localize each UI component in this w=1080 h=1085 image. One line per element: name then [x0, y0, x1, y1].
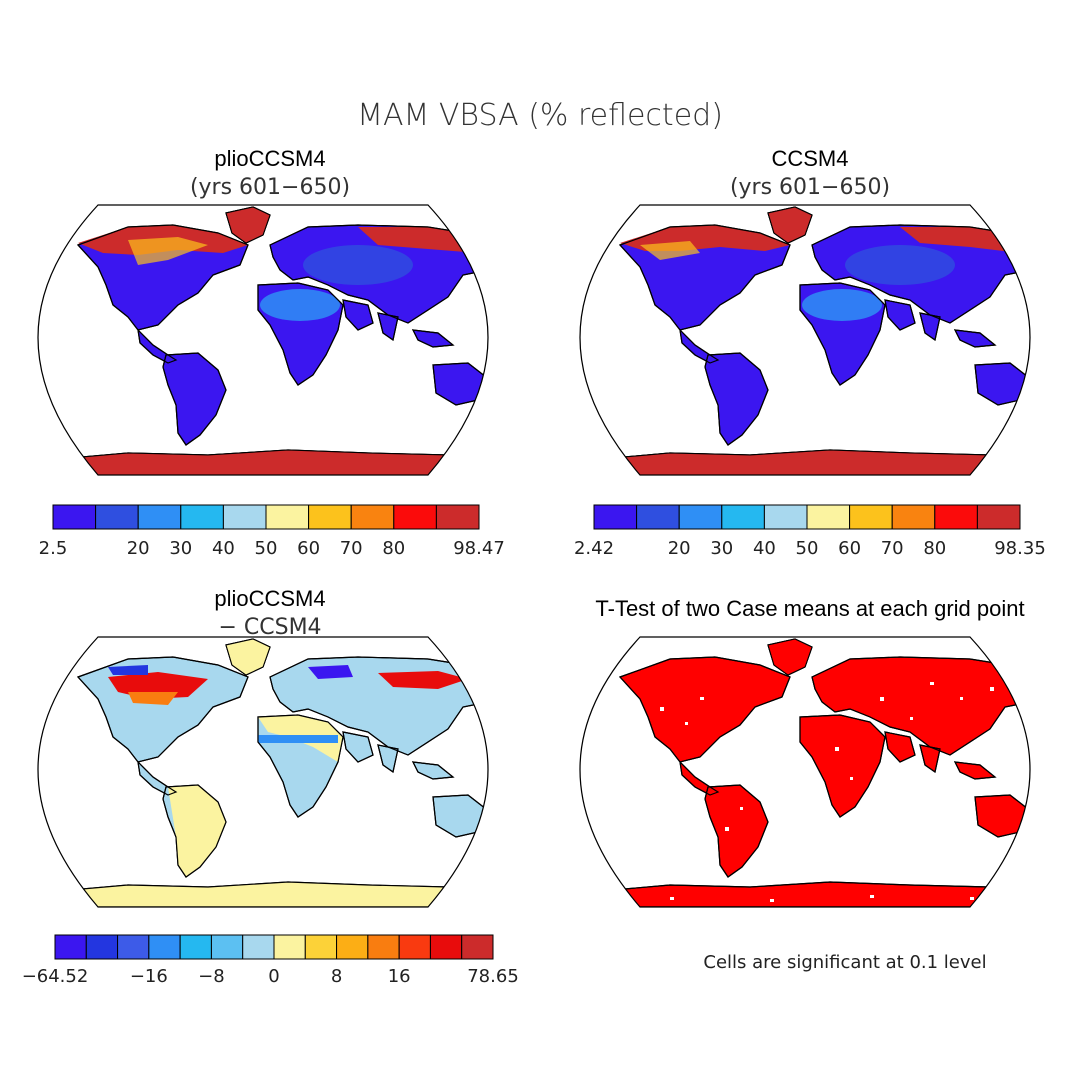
colorbar-swatch: [849, 504, 893, 530]
colorbar-swatch: [117, 934, 150, 960]
colorbar-tick-label: 40: [753, 538, 776, 559]
map-difference: [37, 636, 489, 908]
colorbar-tick-label: −64.52: [22, 966, 89, 987]
colorbar-tick-label: 20: [127, 538, 150, 559]
colorbar-top-left: 2.5 20 30 40 50 60 70 80 98.47: [39, 504, 505, 559]
colorbar-swatch: [593, 504, 638, 530]
colorbar-tick-label: −16: [130, 966, 168, 987]
colorbar-swatch: [242, 934, 275, 960]
colorbar-tick-label: 40: [212, 538, 235, 559]
colorbar-bottom-left: −64.52 −16 −8 0 8 16 78.65: [22, 934, 519, 987]
colorbar-swatch: [806, 504, 851, 530]
panel-title: T-Test of two Case means at each grid po…: [595, 596, 1024, 621]
colorbar-tick-label: 50: [796, 538, 819, 559]
colorbar-tick-label: 80: [923, 538, 946, 559]
colorbar-swatch: [148, 934, 181, 960]
colorbar-swatch: [398, 934, 431, 960]
colorbar-tick-label: 50: [255, 538, 278, 559]
colorbar-tick-label: 60: [838, 538, 861, 559]
colorbar-tick-label: 20: [668, 538, 691, 559]
colorbar-swatch: [435, 504, 480, 530]
map-ttest: [579, 636, 1031, 908]
panel-subtitle: − CCSM4: [218, 615, 321, 640]
colorbar-swatch: [891, 504, 936, 530]
map-CCSM4: [579, 204, 1031, 476]
colorbar-swatch: [222, 504, 267, 530]
figure-title: MAM VBSA (% reflected): [357, 98, 723, 133]
colorbar-swatch: [273, 934, 306, 960]
panel-title: plioCCSM4: [214, 586, 325, 611]
panel-top-left: plioCCSM4 (yrs 601−650): [37, 146, 489, 476]
colorbar-swatch: [721, 504, 765, 530]
colorbar-swatch: [180, 504, 224, 530]
colorbar-top-right: 2.42 20 30 40 50 60 70 80 98.35: [574, 504, 1046, 559]
colorbar-tick-label: 0: [268, 966, 279, 987]
colorbar-swatch: [179, 934, 212, 960]
colorbar-tick-label: 98.47: [453, 538, 505, 559]
colorbar-swatch: [976, 504, 1021, 530]
colorbar-swatch: [85, 934, 119, 960]
colorbar-swatch: [429, 934, 463, 960]
colorbar-swatch: [461, 934, 494, 960]
colorbar-swatch: [210, 934, 244, 960]
colorbar-tick-label: 70: [340, 538, 363, 559]
colorbar-swatch: [678, 504, 723, 530]
colorbar-tick-label: 16: [388, 966, 411, 987]
colorbar-swatch: [95, 504, 139, 530]
colorbar-tick-label: 30: [169, 538, 192, 559]
panel-subtitle: (yrs 601−650): [190, 175, 350, 200]
colorbar-tick-label: 60: [297, 538, 320, 559]
map-plioCCSM4: [37, 204, 489, 476]
colorbar-tick-label: 2.5: [39, 538, 68, 559]
colorbar-tick-label: 80: [382, 538, 405, 559]
colorbar-swatch: [52, 504, 97, 530]
colorbar-swatch: [54, 934, 87, 960]
panel-title: plioCCSM4: [214, 146, 325, 171]
colorbar-swatch: [350, 504, 395, 530]
colorbar-tick-label: 98.35: [994, 538, 1046, 559]
colorbar-swatch: [367, 934, 400, 960]
significance-note: Cells are significant at 0.1 level: [703, 952, 986, 973]
panel-bottom-left: plioCCSM4 − CCSM4: [37, 586, 489, 908]
colorbar-swatch: [336, 934, 369, 960]
colorbar-swatch: [636, 504, 680, 530]
panel-subtitle: (yrs 601−650): [730, 175, 890, 200]
panel-title: CCSM4: [771, 146, 848, 171]
colorbar-swatch: [393, 504, 437, 530]
colorbar-swatch: [763, 504, 808, 530]
colorbar-tick-label: 2.42: [574, 538, 614, 559]
colorbar-tick-label: 8: [331, 966, 342, 987]
colorbar-swatch: [265, 504, 310, 530]
colorbar-swatch: [934, 504, 978, 530]
colorbar-swatch: [308, 504, 352, 530]
colorbar-tick-label: 78.65: [467, 966, 519, 987]
colorbar-tick-label: 30: [710, 538, 733, 559]
colorbar-swatch: [304, 934, 338, 960]
colorbar-tick-label: −8: [198, 966, 225, 987]
colorbar-tick-label: 70: [881, 538, 904, 559]
panel-top-right: CCSM4 (yrs 601−650): [579, 146, 1031, 476]
panel-bottom-right: T-Test of two Case means at each grid po…: [579, 596, 1031, 973]
colorbar-swatch: [137, 504, 182, 530]
